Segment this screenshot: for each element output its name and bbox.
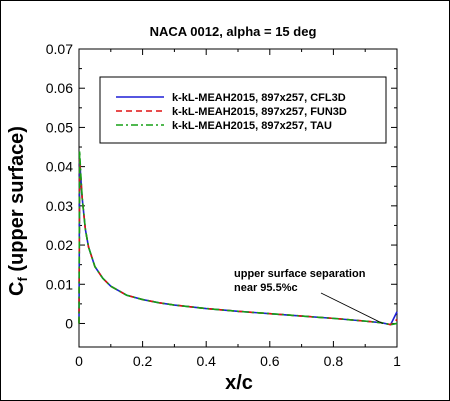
legend: k-kL-MEAH2015, 897x257, CFL3D k-kL-MEAH20… [99, 76, 387, 144]
y-tick-label: 0.05 [46, 119, 73, 135]
y-tick-label: 0.03 [46, 198, 73, 214]
x-axis: 0 0.2 0.4 0.6 0.8 1 [75, 49, 401, 369]
chart-title: NACA 0012, alpha = 15 deg [150, 24, 317, 39]
y-tick-label: 0.01 [46, 276, 73, 292]
svg-text:Cf (upper surface): Cf (upper surface) [6, 126, 30, 296]
x-tick-label: 0.8 [324, 353, 344, 369]
y-axis-label-main: C [6, 282, 28, 296]
annotation-pointer [320, 292, 383, 324]
annotation: upper surface separation near 95.5%c [234, 268, 383, 324]
x-tick-label: 0.4 [196, 353, 216, 369]
legend-label: k-kL-MEAH2015, 897x257, TAU [172, 120, 332, 132]
annotation-text: upper surface separation [234, 268, 366, 280]
y-tick-label: 0.07 [46, 41, 73, 57]
x-tick-label: 1 [393, 353, 401, 369]
y-tick-label: 0.02 [46, 237, 73, 253]
x-tick-label: 0.2 [133, 353, 153, 369]
legend-label: k-kL-MEAH2015, 897x257, CFL3D [172, 92, 346, 104]
x-tick-label: 0 [75, 353, 83, 369]
legend-label: k-kL-MEAH2015, 897x257, FUN3D [172, 106, 347, 118]
y-axis-label-sub: f [15, 277, 30, 282]
y-axis-label: Cf (upper surface) [6, 126, 30, 296]
y-tick-label: 0 [65, 315, 73, 331]
series-group [78, 150, 398, 326]
y-tick-label: 0.04 [46, 159, 73, 175]
legend-box [99, 76, 387, 144]
x-axis-label: x/c [225, 372, 253, 394]
series-line-2 [78, 158, 398, 326]
annotation-text: near 95.5%c [234, 282, 298, 294]
x-tick-label: 0.6 [260, 353, 280, 369]
y-tick-label: 0.06 [46, 80, 73, 96]
series-line-1 [78, 158, 398, 326]
y-axis-label-suffix: (upper surface) [6, 126, 28, 277]
series-line-3 [78, 150, 398, 326]
